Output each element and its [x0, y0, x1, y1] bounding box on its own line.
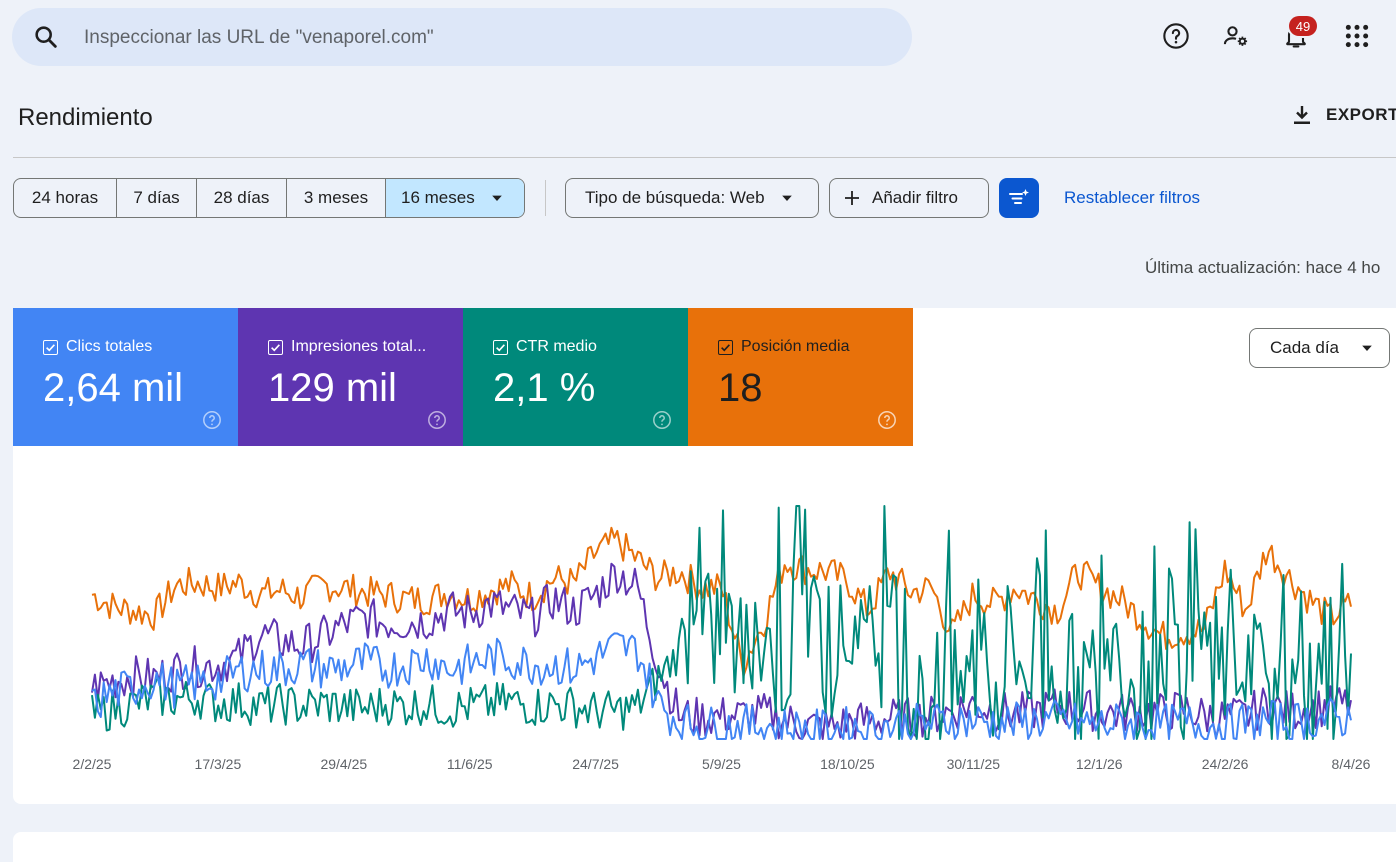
granularity-label: Cada día — [1270, 338, 1339, 357]
user-settings-icon[interactable] — [1220, 20, 1252, 52]
checkbox-checked-icon[interactable] — [493, 339, 508, 355]
metric-label: Posición media — [741, 338, 850, 355]
metric-value: 18 — [718, 366, 763, 410]
search-type-dropdown[interactable]: Tipo de búsqueda: Web — [565, 178, 819, 218]
x-tick-label: 17/3/25 — [195, 756, 242, 772]
divider — [13, 157, 1396, 158]
download-icon — [1294, 106, 1310, 124]
series-line-3 — [91, 505, 1352, 740]
checkbox-checked-icon[interactable] — [268, 339, 283, 355]
checkbox-checked-icon[interactable] — [43, 339, 58, 355]
range-7d[interactable]: 7 días — [117, 179, 197, 217]
checkbox-checked-icon[interactable] — [718, 339, 733, 355]
filter-sparkle-icon — [1009, 189, 1029, 204]
range-3m[interactable]: 3 meses — [287, 179, 386, 217]
page-title: Rendimiento — [18, 104, 153, 131]
help-icon[interactable] — [877, 410, 897, 430]
range-16m[interactable]: 16 meses — [386, 179, 524, 217]
x-tick-label: 2/2/25 — [73, 756, 112, 772]
notification-badge: 49 — [1289, 16, 1317, 36]
apps-grid-icon[interactable] — [1341, 20, 1373, 52]
metric-average-ctr[interactable]: CTR medio 2,1 % — [463, 308, 688, 446]
date-range-selector: 24 horas 7 días 28 días 3 meses 16 meses — [13, 178, 525, 218]
search-input[interactable] — [82, 18, 886, 58]
x-tick-label: 30/11/25 — [947, 756, 1001, 772]
x-tick-label: 24/7/25 — [572, 756, 619, 772]
x-tick-label: 8/4/26 — [1332, 756, 1371, 772]
search-bar[interactable] — [12, 8, 912, 66]
help-icon[interactable] — [1160, 20, 1192, 52]
series-line-4 — [91, 632, 1352, 740]
metric-label: Clics totales — [66, 338, 153, 355]
metric-total-impressions[interactable]: Impresiones total... 129 mil — [238, 308, 463, 446]
x-tick-label: 5/9/25 — [702, 756, 741, 772]
x-tick-label: 11/6/25 — [447, 756, 493, 772]
reset-filters-link[interactable]: Restablecer filtros — [1064, 188, 1201, 207]
granularity-dropdown[interactable]: Cada día — [1249, 328, 1390, 368]
plus-icon — [845, 191, 859, 205]
x-tick-label: 12/1/26 — [1076, 756, 1123, 772]
search-type-label: Tipo de búsqueda: Web — [585, 188, 765, 207]
last-updated-text: Última actualización: hace 4 ho — [1145, 258, 1381, 277]
export-button[interactable]: EXPORT — [1290, 103, 1396, 127]
metric-value: 2,64 mil — [43, 366, 184, 410]
add-filter-button[interactable]: Añadir filtro — [829, 178, 989, 218]
caret-down-icon — [1362, 345, 1372, 351]
caret-down-icon — [491, 195, 502, 201]
metric-value: 129 mil — [268, 366, 397, 410]
range-24h[interactable]: 24 horas — [14, 179, 117, 217]
export-label: EXPORT — [1326, 105, 1396, 124]
filter-sparkle-button[interactable] — [999, 178, 1039, 218]
x-tick-label: 29/4/25 — [320, 756, 367, 772]
help-icon[interactable] — [202, 410, 222, 430]
caret-down-icon — [781, 195, 792, 201]
help-icon[interactable] — [652, 410, 672, 430]
metric-total-clicks[interactable]: Clics totales 2,64 mil — [13, 308, 238, 446]
range-28d[interactable]: 28 días — [197, 179, 287, 217]
add-filter-label: Añadir filtro — [872, 188, 958, 207]
metric-average-position[interactable]: Posición media 18 — [688, 308, 913, 446]
performance-chart: 2/2/25 17/3/25 29/4/25 11/6/25 24/7/25 5/9/25… — [73, 505, 1371, 772]
search-icon — [35, 26, 57, 48]
metric-label: Impresiones total... — [291, 338, 427, 355]
x-tick-label: 18/10/25 — [820, 756, 875, 772]
metric-label: CTR medio — [516, 338, 597, 355]
x-tick-label: 24/2/26 — [1202, 756, 1249, 772]
metric-value: 2,1 % — [493, 366, 596, 410]
vertical-separator — [545, 180, 546, 216]
range-16m-label: 16 meses — [401, 188, 475, 207]
next-card — [13, 832, 1396, 862]
help-icon[interactable] — [427, 410, 447, 430]
